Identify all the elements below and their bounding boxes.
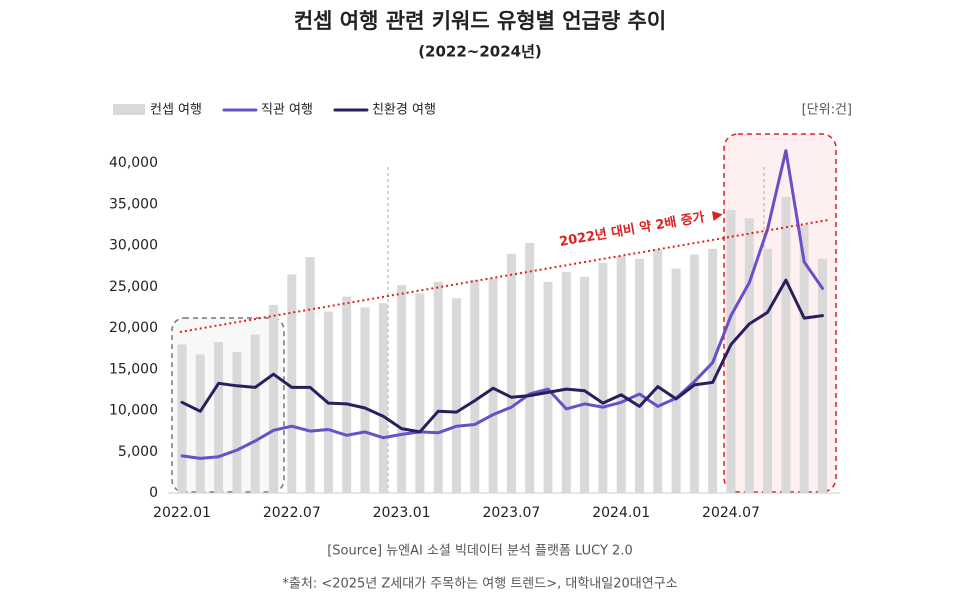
bar [635, 258, 644, 493]
chart-title: 컨셉 여행 관련 키워드 유형별 언급량 추이 [294, 9, 666, 33]
bar [214, 342, 224, 493]
bar [177, 344, 187, 493]
bar [799, 224, 809, 493]
bar [543, 281, 553, 493]
y-tick-label: 0 [149, 485, 158, 501]
legend-label: 친환경 여행 [372, 102, 436, 118]
bar [250, 334, 260, 493]
bar [708, 248, 718, 493]
unit-label: [단위:건] [802, 103, 852, 118]
bar [452, 298, 461, 493]
line [180, 149, 824, 460]
legend-label: 컨셉 여행 [150, 102, 202, 118]
x-tick-label: 2023.07 [482, 505, 540, 521]
bar [287, 274, 297, 493]
bar [305, 257, 315, 493]
bar [342, 296, 352, 493]
x-tick-label: 2024.01 [592, 505, 650, 521]
x-tick-label: 2024.07 [702, 505, 760, 521]
y-tick-label: 40,000 [109, 155, 158, 171]
x-tick-label: 2022.01 [153, 505, 211, 521]
bar [671, 268, 681, 493]
source: [Source] 뉴엔AI 소셜 빅데이터 분석 플랫폼 LUCY 2.0 [327, 544, 633, 559]
bar [397, 285, 407, 493]
y-tick-label: 5,000 [118, 444, 158, 460]
bar [653, 249, 663, 493]
bar [580, 276, 590, 493]
y-tick-label: 35,000 [109, 196, 158, 212]
bar [360, 307, 370, 493]
bar [470, 280, 480, 493]
bar [378, 303, 388, 493]
bar [561, 271, 571, 493]
chart-subtitle: (2022~2024년) [418, 43, 542, 61]
y-tick-label: 25,000 [109, 279, 158, 295]
legend-label: 직관 여행 [261, 102, 313, 118]
annotation-text: 2022년 대비 약 2배 증가 [558, 209, 706, 250]
y-tick-label: 10,000 [109, 403, 158, 419]
x-tick-label: 2022.07 [263, 505, 321, 521]
bar [195, 354, 205, 493]
bar [488, 278, 498, 493]
y-tick-label: 30,000 [109, 238, 158, 254]
bar [232, 351, 242, 493]
arrow [711, 211, 723, 221]
x-tick-label: 2023.01 [373, 505, 431, 521]
legend-swatch [113, 104, 145, 115]
y-tick-label: 20,000 [109, 320, 158, 336]
bar [269, 304, 278, 493]
y-tick-label: 15,000 [109, 361, 158, 377]
bar [763, 248, 773, 493]
bar [433, 281, 443, 493]
footnote: *출처: <2025년 Z세대가 주목하는 여행 트렌드>, 대학내일20대연구… [282, 576, 677, 592]
bar [818, 258, 827, 493]
bar [506, 253, 516, 493]
bar [744, 218, 754, 493]
bar [598, 262, 608, 493]
bar [415, 293, 425, 493]
bar [781, 196, 791, 493]
annotation: 2022년 대비 약 2배 증가 [558, 209, 723, 250]
bar [525, 243, 535, 493]
bar [689, 254, 699, 493]
bar [616, 256, 626, 493]
line [180, 278, 824, 434]
bar [726, 210, 736, 493]
